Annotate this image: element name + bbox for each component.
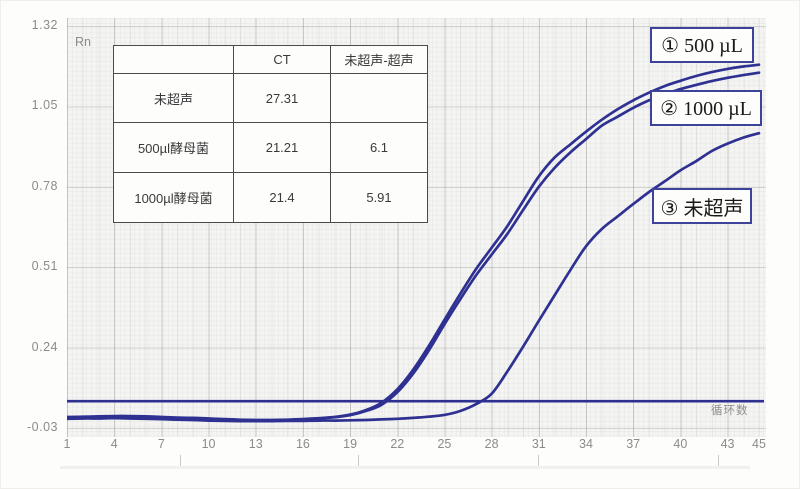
- curve-label-500ul: ① 500 µL: [650, 27, 754, 63]
- x-axis-title: 循环数: [711, 405, 749, 417]
- amplification-curves-layer: [67, 63, 764, 423]
- x-tick-label: 13: [248, 437, 263, 451]
- x-tick-label: 4: [110, 437, 118, 451]
- table-header-diff: 未超声-超声: [330, 45, 428, 74]
- y-tick-label: 0.51: [31, 259, 58, 274]
- diff-value-cell: 5.91: [330, 172, 428, 223]
- diff-value-cell: 6.1: [330, 122, 428, 173]
- curve-label-untreated: ③ 未超声: [652, 188, 752, 224]
- ct-value-cell: 21.4: [233, 172, 331, 223]
- x-tick-label: 28: [484, 437, 499, 451]
- x-tick-label: 19: [343, 437, 358, 451]
- x-tick-label: 16: [295, 437, 310, 451]
- y-tick-label: 1.05: [31, 98, 58, 113]
- scan-artifact-tick: [538, 455, 539, 469]
- x-tick-label: 1: [63, 437, 71, 451]
- y-tick-label: -0.03: [27, 420, 58, 434]
- curve-label-1000ul: ② 1000 µL: [650, 90, 762, 126]
- table-row: 1000µl酵母菌 21.4 5.91: [113, 172, 428, 223]
- x-tick-label: 10: [201, 437, 216, 451]
- ct-value-cell: 21.21: [233, 122, 331, 173]
- scan-artifact-tick: [718, 455, 719, 469]
- x-tick-label: 45: [752, 437, 766, 451]
- ct-value-cell: 27.31: [233, 73, 331, 123]
- x-tick-label: 7: [157, 437, 165, 451]
- ct-results-table: CT 未超声-超声 未超声 27.31 500µl酵母菌 21.21 6.1 1…: [113, 45, 428, 223]
- table-header-sample: [113, 45, 234, 74]
- sample-name-cell: 未超声: [113, 73, 234, 123]
- x-tick-label: 43: [720, 437, 735, 451]
- y-axis-title: Rn: [75, 35, 91, 49]
- sample-name-cell: 1000µl酵母菌: [113, 172, 234, 223]
- table-header-ct: CT: [233, 45, 331, 74]
- x-tick-label: 25: [437, 437, 452, 451]
- scan-artifact-tick: [358, 455, 359, 469]
- y-tick-label: 0.24: [31, 339, 58, 354]
- scan-artifact-band: [60, 466, 750, 469]
- diff-value-cell: [330, 73, 428, 123]
- sample-name-cell: 500µl酵母菌: [113, 122, 234, 173]
- curve-1000ul: [67, 71, 761, 422]
- x-tick-label: 22: [390, 437, 405, 451]
- x-tick-label: 40: [673, 437, 688, 451]
- y-tick-label: 0.78: [31, 178, 58, 193]
- y-tick-label: 1.32: [31, 17, 58, 32]
- table-row: 500µl酵母菌 21.21 6.1: [113, 122, 428, 173]
- scan-artifact-tick: [180, 455, 181, 469]
- table-row: 未超声 27.31: [113, 73, 428, 123]
- x-tick-label: 34: [579, 437, 593, 451]
- x-tick-label: 37: [626, 437, 641, 451]
- x-tick-label: 31: [531, 437, 546, 451]
- curve-untreated: [67, 131, 761, 423]
